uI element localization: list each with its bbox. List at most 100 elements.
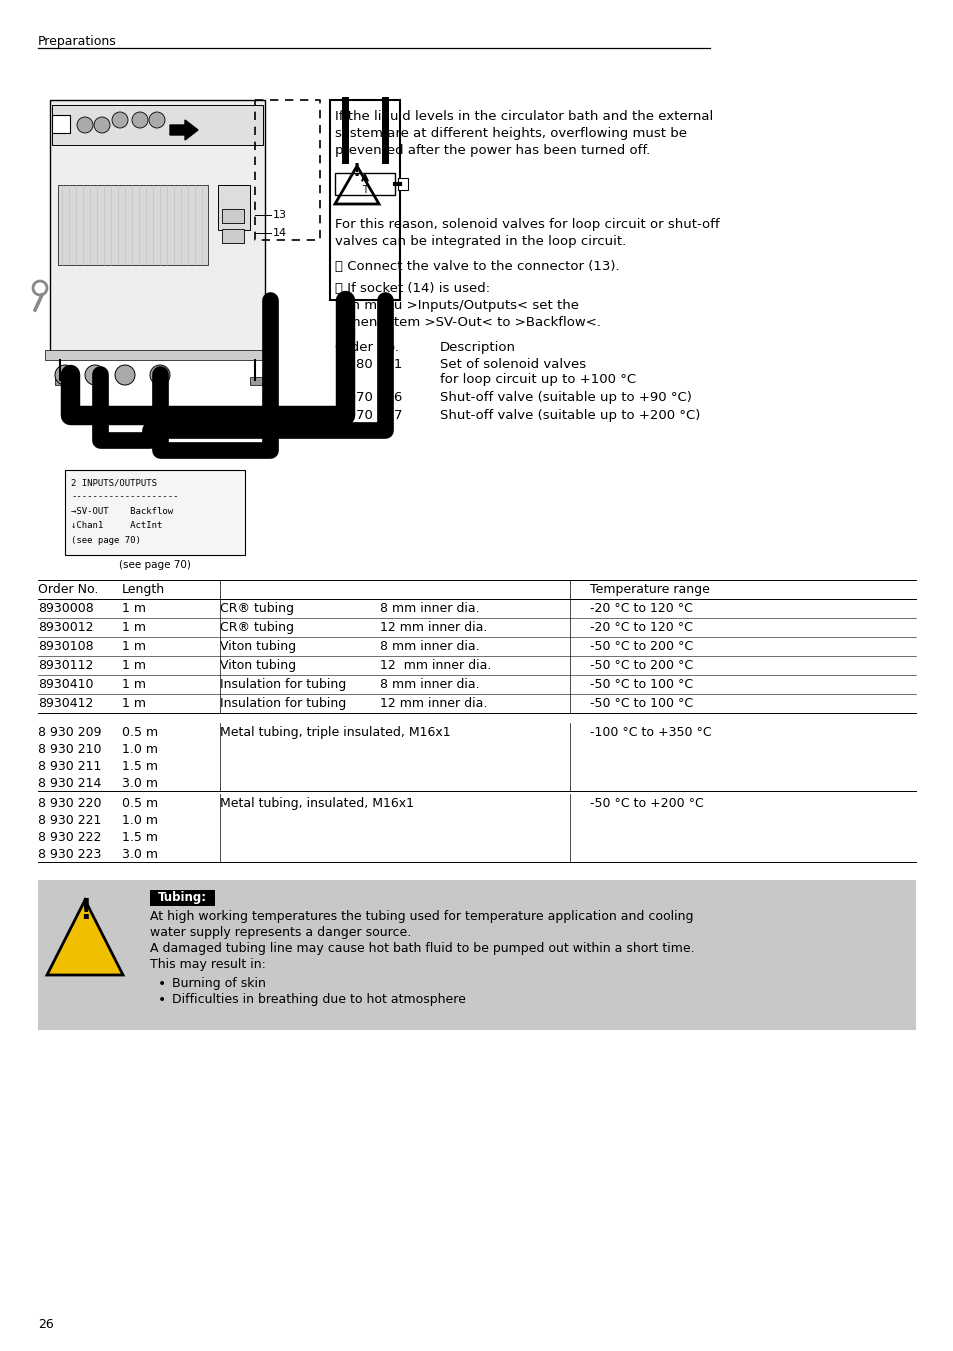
Text: ↓Chan1     ActInt: ↓Chan1 ActInt [71, 521, 162, 531]
Text: Temperature range: Temperature range [589, 584, 709, 596]
Text: Metal tubing, insulated, M16x1: Metal tubing, insulated, M16x1 [220, 797, 414, 811]
Text: system are at different heights, overflowing must be: system are at different heights, overflo… [335, 127, 686, 141]
Bar [397, 178, 408, 190]
Text: Order No.: Order No. [335, 340, 398, 354]
Text: Viton tubing: Viton tubing [220, 659, 295, 671]
Circle shape [94, 118, 110, 132]
Bar [335, 173, 395, 195]
Text: 12 mm inner dia.: 12 mm inner dia. [379, 697, 487, 711]
Text: 8 970 456: 8 970 456 [335, 390, 402, 404]
Text: 8 930 209: 8 930 209 [38, 725, 101, 739]
Circle shape [150, 365, 170, 385]
Bar [222, 230, 244, 243]
Circle shape [112, 112, 128, 128]
Bar [222, 209, 244, 223]
Text: Viton tubing: Viton tubing [220, 640, 295, 653]
Text: 1 m: 1 m [122, 603, 146, 615]
Text: Shut-off valve (suitable up to +90 °C): Shut-off valve (suitable up to +90 °C) [439, 390, 691, 404]
Text: 8 930 214: 8 930 214 [38, 777, 101, 790]
Bar [150, 890, 214, 907]
Circle shape [85, 365, 105, 385]
Text: --------------------: -------------------- [71, 493, 178, 501]
Text: -100 °C to +350 °C: -100 °C to +350 °C [589, 725, 711, 739]
Text: Insulation for tubing: Insulation for tubing [220, 697, 346, 711]
Text: 1.0 m: 1.0 m [122, 743, 158, 757]
Text: 0.5 m: 0.5 m [122, 797, 158, 811]
Text: !: ! [78, 897, 91, 925]
Text: 8 980 701: 8 980 701 [335, 358, 402, 372]
Text: Order No.: Order No. [38, 584, 98, 596]
Text: 8 930 210: 8 930 210 [38, 743, 101, 757]
Text: prevented after the power has been turned off.: prevented after the power has been turne… [335, 145, 650, 157]
Text: Burning of skin: Burning of skin [172, 977, 266, 990]
Polygon shape [170, 120, 198, 141]
Text: Set of solenoid valves: Set of solenoid valves [439, 358, 585, 372]
Text: 1 m: 1 m [122, 621, 146, 634]
Text: Insulation for tubing: Insulation for tubing [220, 678, 346, 690]
Text: 8930410: 8930410 [38, 678, 93, 690]
Text: CR® tubing: CR® tubing [220, 621, 294, 634]
Bar [250, 377, 265, 385]
Text: 13: 13 [273, 209, 287, 220]
Text: ⓘ If socket (14) is used:: ⓘ If socket (14) is used: [335, 282, 490, 295]
Text: A damaged tubing line may cause hot bath fluid to be pumped out within a short t: A damaged tubing line may cause hot bath… [150, 942, 694, 955]
Text: CR® tubing: CR® tubing [220, 603, 294, 615]
Text: -50 °C to 200 °C: -50 °C to 200 °C [589, 659, 693, 671]
Text: 8 930 220: 8 930 220 [38, 797, 101, 811]
Bar [45, 350, 270, 359]
Text: -50 °C to 100 °C: -50 °C to 100 °C [589, 697, 693, 711]
Bar [38, 880, 915, 1029]
Bar [52, 105, 263, 145]
Text: •: • [158, 993, 166, 1006]
Circle shape [115, 365, 135, 385]
Text: 8930008: 8930008 [38, 603, 93, 615]
Text: 8 mm inner dia.: 8 mm inner dia. [379, 603, 479, 615]
Text: 8930012: 8930012 [38, 621, 93, 634]
Text: 8 930 223: 8 930 223 [38, 848, 101, 861]
Bar [58, 185, 208, 265]
Circle shape [132, 112, 148, 128]
Text: -50 °C to 200 °C: -50 °C to 200 °C [589, 640, 693, 653]
Text: -50 °C to +200 °C: -50 °C to +200 °C [589, 797, 703, 811]
Text: 8930108: 8930108 [38, 640, 93, 653]
Text: In menu >Inputs/Outputs< set the: In menu >Inputs/Outputs< set the [335, 299, 578, 312]
Text: water supply represents a danger source.: water supply represents a danger source. [150, 925, 411, 939]
Text: -50 °C to 100 °C: -50 °C to 100 °C [589, 678, 693, 690]
Text: for loop circuit up to +100 °C: for loop circuit up to +100 °C [439, 373, 636, 386]
Text: -20 °C to 120 °C: -20 °C to 120 °C [589, 621, 692, 634]
Text: (see page 70): (see page 70) [71, 536, 141, 544]
Text: (see page 70): (see page 70) [119, 561, 191, 570]
Text: 8 mm inner dia.: 8 mm inner dia. [379, 640, 479, 653]
Bar [52, 115, 70, 132]
Text: Preparations: Preparations [38, 35, 116, 49]
Text: 8930412: 8930412 [38, 697, 93, 711]
Text: 26: 26 [38, 1319, 53, 1331]
Text: 8 930 211: 8 930 211 [38, 761, 101, 773]
Text: Length: Length [122, 584, 165, 596]
Text: Tubing:: Tubing: [157, 892, 207, 904]
Text: 8 mm inner dia.: 8 mm inner dia. [379, 678, 479, 690]
Text: 8 930 222: 8 930 222 [38, 831, 101, 844]
Text: 1 m: 1 m [122, 697, 146, 711]
Text: !: ! [353, 162, 360, 180]
Bar [330, 100, 399, 300]
Text: 8 930 221: 8 930 221 [38, 815, 101, 827]
Text: 1 m: 1 m [122, 659, 146, 671]
Text: -20 °C to 120 °C: -20 °C to 120 °C [589, 603, 692, 615]
Text: 1 m: 1 m [122, 640, 146, 653]
Circle shape [55, 365, 75, 385]
Text: menu item >SV-Out< to >Backflow<.: menu item >SV-Out< to >Backflow<. [335, 316, 600, 330]
Text: Description: Description [439, 340, 516, 354]
Text: 8930112: 8930112 [38, 659, 93, 671]
Text: T: T [362, 185, 368, 195]
Text: ⓘ Connect the valve to the connector (13).: ⓘ Connect the valve to the connector (13… [335, 259, 619, 273]
Text: 12 mm inner dia.: 12 mm inner dia. [379, 621, 487, 634]
Text: 1 m: 1 m [122, 678, 146, 690]
Text: Difficulties in breathing due to hot atmosphere: Difficulties in breathing due to hot atm… [172, 993, 465, 1006]
Text: 3.0 m: 3.0 m [122, 777, 158, 790]
Bar [55, 377, 70, 385]
Text: 12  mm inner dia.: 12 mm inner dia. [379, 659, 491, 671]
Text: Metal tubing, triple insulated, M16x1: Metal tubing, triple insulated, M16x1 [220, 725, 450, 739]
Circle shape [149, 112, 165, 128]
Text: For this reason, solenoid valves for loop circuit or shut-off: For this reason, solenoid valves for loo… [335, 218, 719, 231]
